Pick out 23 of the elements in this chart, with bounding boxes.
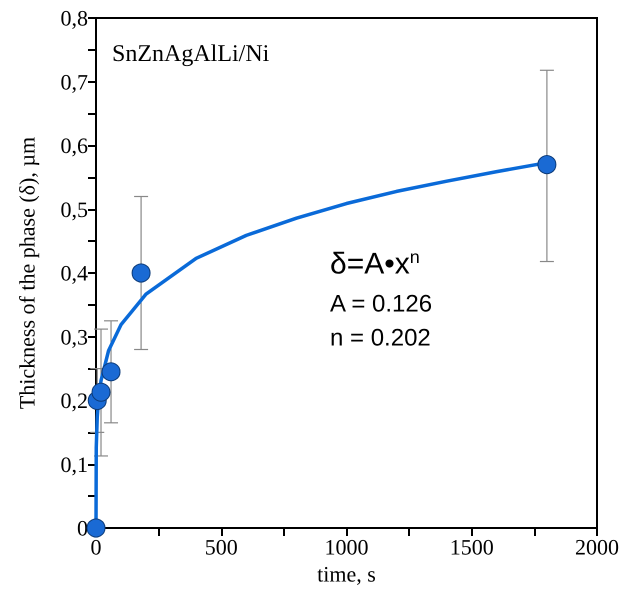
y-tick-label: 0,1 (60, 452, 88, 477)
point (86, 518, 106, 538)
y-tick-label: 0,7 (60, 69, 88, 94)
x-tick-label: 1000 (324, 534, 368, 560)
x-tick-label: 500 (204, 534, 238, 560)
y-tick-label: 0,3 (60, 324, 88, 350)
y-axis-title: Thickness of the phase (δ), µm (14, 136, 40, 410)
annotation: n = 0.202 (330, 324, 431, 352)
y-tick-label: 0 (77, 516, 88, 540)
point (132, 264, 151, 282)
x-tick-label: 2000 (575, 534, 619, 560)
y-tick-label: 0,2 (60, 388, 88, 413)
x-tick-label: 1500 (450, 534, 494, 560)
y-tick-label: 0,5 (60, 196, 88, 222)
point (537, 155, 556, 174)
annotation: SnZnAgAlLi/Ni (112, 41, 270, 67)
annotation: A = 0.126 (330, 290, 432, 318)
point (102, 362, 121, 382)
point (92, 382, 111, 402)
y-tick-label: 0,4 (60, 260, 88, 286)
x-axis-title: time, s (317, 561, 376, 586)
y-tick-label: 0,6 (60, 133, 88, 158)
y-tick-label: 0,8 (60, 6, 88, 30)
